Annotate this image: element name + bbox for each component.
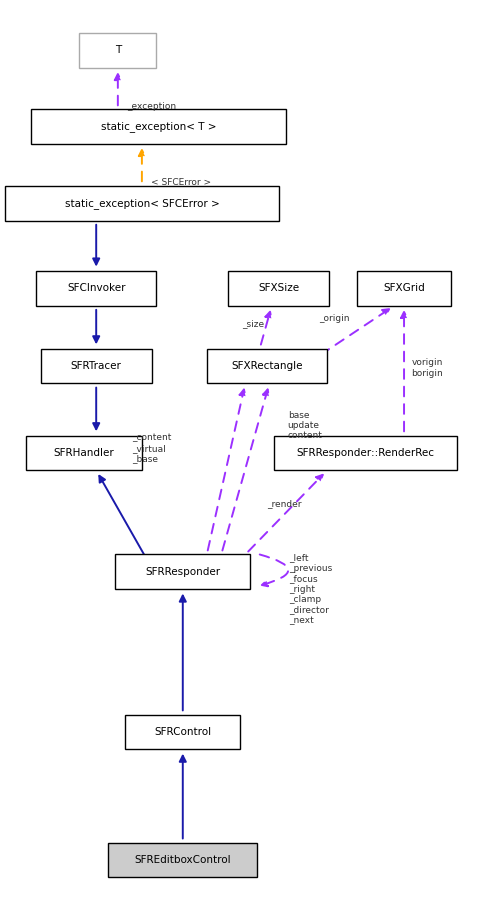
Text: SFXSize: SFXSize [258, 284, 299, 293]
Bar [356, 271, 450, 306]
Text: T: T [115, 46, 120, 55]
Text: _left
_previous
_focus
_right
_clamp
_director
_next: _left _previous _focus _right _clamp _di… [288, 554, 331, 625]
Text: SFXRectangle: SFXRectangle [231, 361, 302, 371]
Text: _content
_virtual
_base: _content _virtual _base [132, 434, 171, 463]
Bar [31, 109, 286, 144]
Text: static_exception< SFCError >: static_exception< SFCError > [64, 198, 219, 209]
Text: _exception: _exception [127, 102, 176, 111]
Text: SFRResponder::RenderRec: SFRResponder::RenderRec [296, 448, 433, 458]
Text: _render: _render [266, 499, 301, 508]
Bar [228, 271, 329, 306]
Bar [125, 715, 240, 749]
Text: < SFCError >: < SFCError > [150, 178, 210, 187]
Bar [5, 186, 278, 221]
Text: SFXGrid: SFXGrid [383, 284, 424, 293]
Text: SFRControl: SFRControl [154, 727, 211, 737]
Text: SFRTracer: SFRTracer [71, 361, 121, 371]
Text: _size: _size [241, 319, 264, 328]
Text: base
update
content: base update content [287, 411, 322, 440]
Bar [26, 436, 142, 470]
Text: SFRHandler: SFRHandler [54, 448, 114, 458]
Text: SFCInvoker: SFCInvoker [67, 284, 125, 293]
Text: SFREditboxControl: SFREditboxControl [134, 856, 230, 865]
Bar [206, 349, 326, 383]
Text: static_exception< T >: static_exception< T > [101, 121, 216, 132]
Bar [115, 554, 250, 589]
Bar [41, 349, 151, 383]
Text: SFRResponder: SFRResponder [145, 567, 220, 576]
Text: _origin: _origin [318, 314, 348, 323]
Text: vorigin
borigin: vorigin borigin [410, 358, 442, 378]
Bar [274, 436, 456, 470]
Bar [79, 33, 156, 68]
Bar [108, 843, 257, 877]
Bar [36, 271, 156, 306]
